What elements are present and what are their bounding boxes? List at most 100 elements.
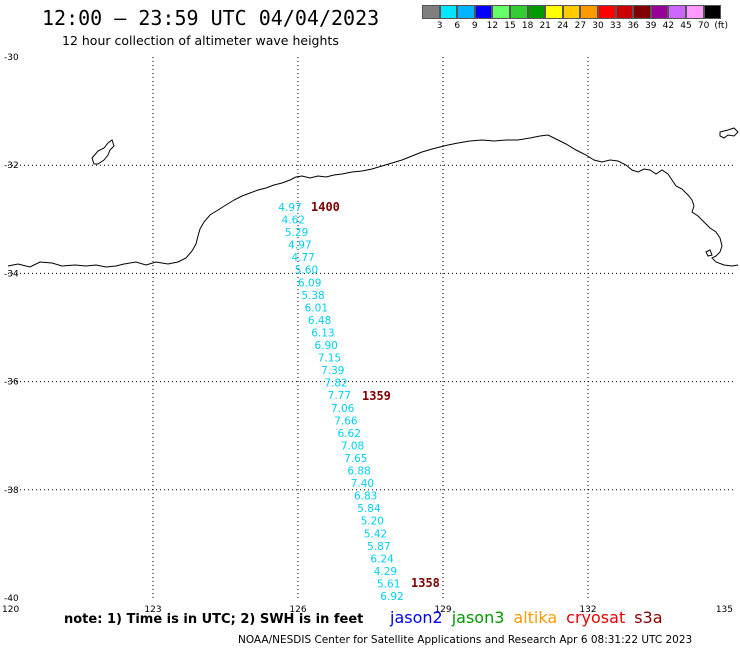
swh-value: 7.15 (318, 353, 341, 365)
swh-value: 7.77 (328, 390, 351, 402)
swh-value: 5.38 (301, 290, 324, 302)
swh-value: 6.09 (298, 277, 321, 289)
legend-swatch (562, 5, 581, 19)
lon-label: 135 (716, 605, 733, 615)
legend-label: 18 (521, 21, 534, 31)
time-label: 1358 (411, 576, 440, 590)
swh-value: 6.01 (305, 302, 328, 314)
legend-label: 24 (557, 21, 569, 31)
lat-label: -30 (4, 53, 19, 63)
satellite-name: cryosat (566, 608, 626, 627)
lon-label: 126 (289, 605, 306, 615)
lat-label: -34 (4, 269, 19, 279)
swh-value: 6.62 (338, 428, 361, 440)
swh-value: 6.88 (347, 466, 370, 478)
lat-label: -40 (4, 594, 19, 604)
legend-label: 21 (539, 21, 551, 31)
swh-value: 4.97 (278, 202, 301, 214)
legend-swatch (545, 5, 563, 19)
legend-label: 12 (486, 21, 499, 31)
legend-label: 70 (697, 21, 710, 31)
lon-label: 123 (144, 605, 161, 615)
swh-value: 7.40 (351, 478, 374, 490)
legend-swatch (633, 5, 651, 19)
swh-value: 6.92 (380, 591, 403, 603)
island-coast (91, 139, 115, 165)
credit-line: NOAA/NESDIS Center for Satellite Applica… (238, 634, 693, 646)
legend-swatch (527, 5, 546, 19)
swh-value: 5.60 (295, 265, 318, 277)
legend-label: 15 (504, 21, 516, 31)
legend-swatch (650, 5, 669, 19)
swh-value: 4.77 (291, 252, 314, 264)
satellite-name: s3a (634, 608, 663, 627)
legend-swatch (457, 5, 475, 19)
time-labels: 1400 1359 1358 (311, 200, 440, 590)
satellite-name: jason3 (451, 608, 505, 627)
legend-swatch (439, 5, 458, 19)
swh-value: 7.39 (321, 365, 344, 377)
swh-value: 7.65 (344, 453, 367, 465)
legend-swatch (668, 5, 686, 19)
color-legend: 3 6 9 12 15 18 21 24 27 30 33 36 39 42 45 70 (ft) (422, 5, 728, 31)
island-coast (705, 249, 713, 257)
legend-swatch (597, 5, 616, 19)
legend-label: 6 (454, 21, 461, 31)
legend-swatch (422, 5, 440, 19)
swh-value: 5.61 (377, 578, 400, 590)
lat-lon-grid (8, 57, 733, 598)
swh-value: 6.83 (354, 491, 377, 503)
map-title: 12:00 – 23:59 UTC 04/04/2023 (42, 6, 380, 30)
legend-swatch (509, 5, 528, 19)
satellite-legend: jason2 jason3 altika cryosat s3a (390, 608, 672, 627)
time-label: 1359 (362, 389, 391, 403)
time-label: 1400 (311, 200, 340, 214)
legend-label: 3 (436, 21, 443, 31)
swh-value: 7.66 (334, 415, 358, 427)
satellite-name: altika (513, 608, 558, 627)
legend-swatch (615, 5, 634, 19)
lon-label: 120 (2, 605, 19, 615)
legend-label: 39 (645, 21, 657, 31)
legend-swatch (474, 5, 493, 19)
satellite-name: jason2 (390, 608, 443, 627)
swh-value: 5.29 (285, 227, 308, 239)
swh-value: 7.06 (331, 403, 355, 415)
swh-value: 7.82 (324, 378, 347, 390)
footer-note: note: 1) Time is in UTC; 2) SWH is in fe… (64, 612, 364, 627)
legend-label: 45 (680, 21, 692, 31)
lat-label: -36 (4, 378, 19, 388)
map-subtitle: 12 hour collection of altimeter wave hei… (62, 33, 339, 48)
legend-label: 42 (662, 21, 675, 31)
swh-value: 4.97 (288, 240, 311, 252)
legend-swatches (422, 5, 722, 19)
lon-label: 132 (579, 605, 596, 615)
legend-label: (ft) (714, 21, 728, 31)
lat-label: -38 (4, 486, 19, 496)
swh-value: 6.24 (370, 553, 394, 565)
swh-track: 4.974.625.294.974.775.606.095.386.016.48… (278, 202, 403, 603)
lat-label: -32 (4, 161, 19, 171)
legend-swatch (580, 5, 598, 19)
legend-swatch (492, 5, 510, 19)
legend-label: 30 (592, 21, 604, 31)
legend-labels: 3 6 9 12 15 18 21 24 27 30 33 36 39 42 45 70 (ft) (422, 19, 728, 31)
legend-swatch (685, 5, 704, 19)
swh-value: 7.08 (341, 440, 364, 452)
legend-label: 9 (471, 21, 478, 31)
legend-label: 27 (574, 21, 587, 31)
swh-value: 5.84 (357, 503, 381, 515)
coastline (7, 134, 739, 268)
legend-swatch (703, 5, 722, 19)
swh-value: 6.90 (314, 340, 337, 352)
swh-value: 5.20 (361, 516, 384, 528)
swh-value: 4.62 (282, 215, 305, 227)
legend-label: 36 (627, 21, 639, 31)
legend-label: 33 (609, 21, 622, 31)
swh-value: 5.42 (364, 528, 387, 540)
swh-value: 5.87 (367, 541, 390, 553)
swh-value: 4.29 (374, 566, 397, 578)
swh-value: 6.13 (311, 327, 334, 339)
